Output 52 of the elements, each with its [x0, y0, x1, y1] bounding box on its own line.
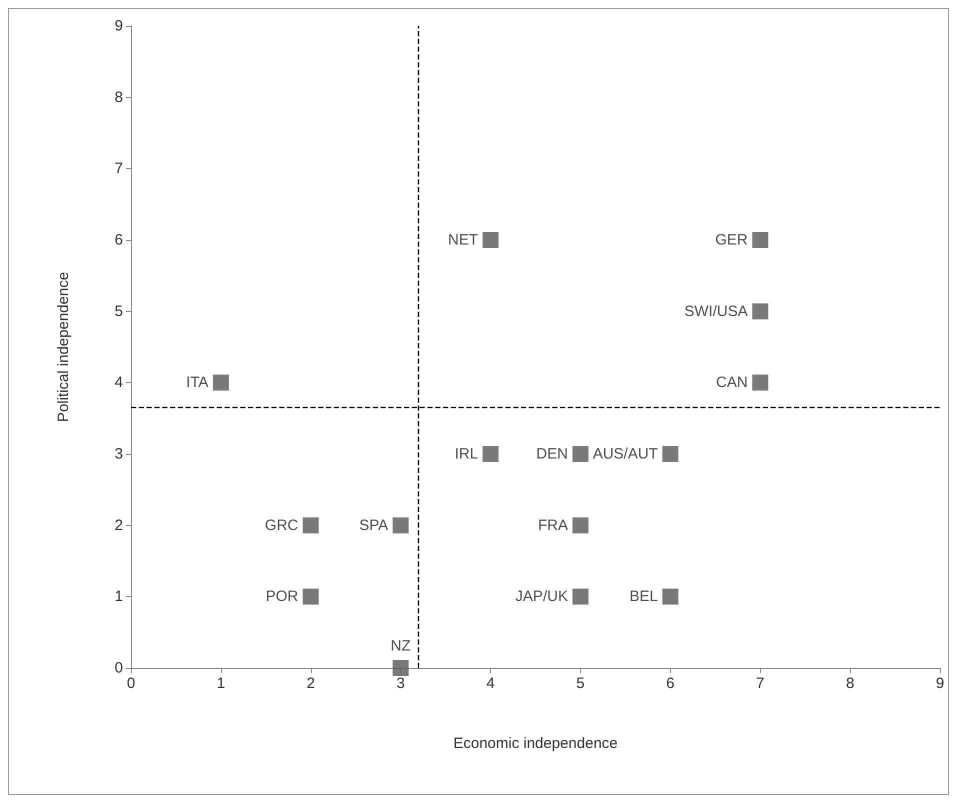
y-tick-label: 8: [114, 88, 123, 106]
point: [752, 303, 768, 320]
y-tick-label: 3: [114, 446, 123, 462]
y-tick-label: 2: [114, 516, 123, 534]
annotation: ITA: [186, 374, 208, 392]
annotation: GER: [715, 232, 748, 248]
annotation: CAN: [716, 374, 748, 392]
point: [392, 660, 409, 676]
x-tick-label: 3: [396, 675, 405, 692]
x-tick-label: 8: [846, 675, 854, 692]
annotation: POR: [266, 588, 298, 606]
y-tick-label: 5: [114, 302, 123, 320]
y-tick-label: 1: [114, 588, 123, 606]
y-tick-label: 9: [114, 18, 123, 34]
point: [572, 446, 588, 462]
annotation: GRC: [264, 516, 298, 534]
y-tick-label: 6: [114, 232, 123, 248]
x-tick-label: 9: [936, 675, 944, 692]
annotation: AUS/AUT: [592, 446, 658, 462]
x-tick-label: 6: [666, 675, 675, 692]
annotation: IRL: [454, 446, 478, 462]
annotation: SWI/USA: [684, 302, 748, 320]
annotation: SPA: [359, 516, 388, 534]
point: [302, 588, 319, 605]
point: [302, 517, 319, 534]
x-tick-label: 0: [126, 675, 136, 692]
point: [572, 588, 588, 605]
point: [482, 446, 499, 462]
y-tick-label: 7: [114, 160, 123, 178]
annotation: BEL: [629, 588, 658, 606]
y-axis-title: Political independence: [55, 272, 72, 422]
annotation: NET: [448, 232, 478, 248]
y-tick-label: 0: [114, 660, 123, 676]
point: [482, 232, 499, 248]
annotation: JAP/UK: [515, 588, 568, 606]
x-tick-label: 2: [306, 675, 315, 692]
point: [392, 517, 409, 534]
point: [662, 446, 678, 462]
annotation: NZ: [390, 638, 411, 654]
point: [752, 232, 768, 248]
x-tick-label: 5: [576, 675, 585, 692]
x-axis-title: Economic independence: [453, 735, 618, 752]
point: [572, 517, 588, 534]
annotation: FRA: [538, 516, 568, 534]
y-tick-label: 4: [114, 374, 123, 392]
x-tick-label: 1: [216, 675, 226, 692]
point: [662, 588, 678, 605]
annotation: DEN: [536, 446, 568, 462]
x-tick-label: 4: [486, 675, 495, 692]
point: [212, 374, 229, 391]
x-tick-label: 7: [756, 675, 764, 692]
point: [752, 374, 768, 391]
